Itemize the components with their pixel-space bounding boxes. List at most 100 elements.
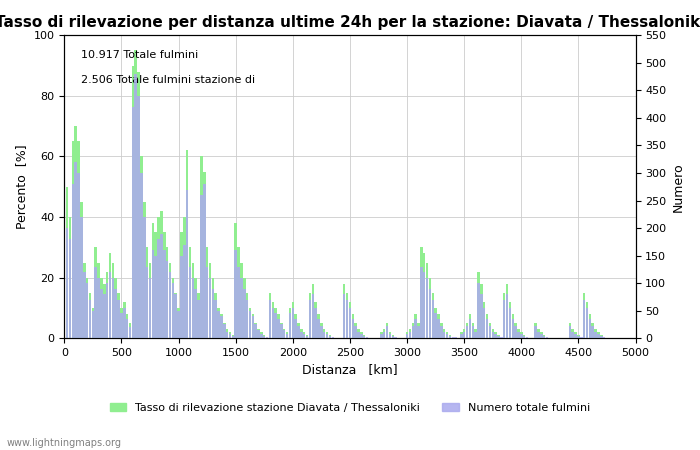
Bar — [217, 308, 220, 338]
Bar — [286, 332, 288, 338]
Bar — [580, 337, 582, 338]
Bar — [483, 308, 486, 338]
Bar — [512, 314, 514, 338]
Bar — [323, 332, 326, 338]
Bar — [155, 232, 157, 338]
Bar — [351, 319, 354, 338]
Bar — [243, 288, 246, 338]
Bar — [589, 314, 591, 338]
Bar — [229, 332, 231, 338]
Bar — [74, 162, 77, 338]
Bar — [223, 324, 225, 338]
Bar — [480, 294, 482, 338]
Bar — [118, 293, 120, 338]
Bar — [463, 332, 466, 338]
Bar — [394, 337, 397, 338]
Bar — [346, 293, 349, 338]
Bar — [248, 308, 251, 338]
Bar — [114, 278, 117, 338]
Bar — [494, 334, 497, 338]
Bar — [69, 217, 71, 338]
Bar — [174, 294, 177, 338]
Bar — [440, 323, 442, 338]
Bar — [489, 326, 491, 338]
Bar — [137, 96, 140, 338]
Bar — [312, 294, 314, 338]
Bar — [491, 329, 494, 338]
Bar — [189, 267, 191, 338]
Bar — [568, 326, 571, 338]
Bar — [503, 293, 505, 338]
Bar — [260, 334, 262, 338]
Bar — [172, 283, 174, 338]
Bar — [592, 326, 594, 338]
Bar — [298, 326, 300, 338]
Bar — [534, 326, 537, 338]
Bar — [383, 329, 386, 338]
Text: www.lightningmaps.org: www.lightningmaps.org — [7, 437, 122, 447]
Bar — [426, 262, 428, 338]
Bar — [357, 329, 360, 338]
Bar — [269, 300, 271, 338]
Bar — [594, 329, 597, 338]
Bar — [214, 300, 217, 338]
Bar — [140, 173, 143, 338]
Bar — [246, 300, 248, 338]
Bar — [346, 300, 349, 338]
Bar — [174, 293, 177, 338]
Bar — [428, 278, 431, 338]
Bar — [286, 334, 288, 338]
Bar — [300, 332, 302, 338]
Bar — [114, 288, 117, 338]
Bar — [423, 253, 426, 338]
Bar — [354, 326, 357, 338]
Bar — [469, 314, 471, 338]
Bar — [537, 329, 540, 338]
Bar — [166, 261, 169, 338]
Bar — [298, 323, 300, 338]
Bar — [283, 329, 286, 338]
Bar — [152, 250, 154, 338]
Bar — [351, 314, 354, 338]
Bar — [323, 329, 326, 338]
Bar — [520, 332, 523, 338]
Bar — [80, 217, 83, 338]
Bar — [526, 337, 528, 338]
Bar — [360, 332, 363, 338]
Bar — [274, 308, 277, 338]
Bar — [312, 284, 314, 338]
Bar — [423, 272, 426, 338]
Bar — [254, 323, 257, 338]
Bar — [234, 250, 237, 338]
Bar — [217, 310, 220, 338]
Bar — [92, 310, 94, 338]
Bar — [317, 319, 320, 338]
Bar — [89, 293, 91, 338]
Bar — [177, 308, 180, 338]
Bar — [197, 293, 199, 338]
Bar — [246, 293, 248, 338]
Bar — [463, 329, 466, 338]
Bar — [83, 262, 85, 338]
Bar — [349, 308, 351, 338]
Bar — [440, 326, 442, 338]
Bar — [486, 314, 489, 338]
Bar — [169, 262, 172, 338]
Bar — [586, 302, 588, 338]
Bar — [500, 337, 503, 338]
Bar — [431, 293, 434, 338]
Bar — [183, 217, 186, 338]
Bar — [86, 283, 88, 338]
Bar — [152, 223, 154, 338]
Bar — [80, 202, 83, 338]
Bar — [248, 310, 251, 338]
X-axis label: Distanza   [km]: Distanza [km] — [302, 364, 398, 377]
Bar — [537, 332, 540, 338]
Bar — [314, 302, 317, 338]
Bar — [509, 302, 511, 338]
Bar — [514, 326, 517, 338]
Bar — [475, 329, 477, 338]
Bar — [158, 217, 160, 338]
Bar — [291, 308, 294, 338]
Bar — [523, 336, 526, 338]
